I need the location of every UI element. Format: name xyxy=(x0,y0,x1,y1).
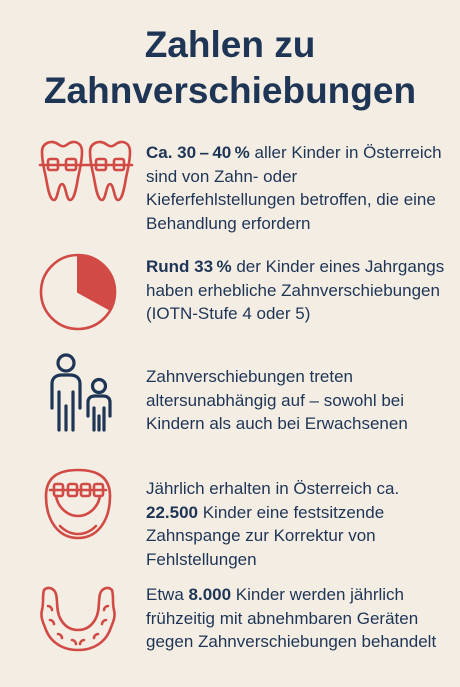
fact-text: Zahnverschiebungen treten altersunabhäng… xyxy=(146,365,446,436)
fact-body: der Kinder eines Jahrgangs haben erhebli… xyxy=(146,257,445,323)
fact-body: Kinder eine festsitzende Zahnspange zur … xyxy=(146,502,385,569)
fact-body: aller Kinder in Österreich sind von Zahn… xyxy=(146,143,442,233)
fact-text: Jährlich erhalten in Österreich ca. 22.5… xyxy=(146,477,446,571)
fact-text: Ca. 30 – 40 % aller Kinder in Österreich… xyxy=(146,141,446,235)
fact-highlight: Ca. 30 – 40 % xyxy=(146,143,250,162)
fact-body: Kinder werden jährlich frühzeitig mit ab… xyxy=(146,585,437,651)
title-line-2: Zahnverschiebungen xyxy=(43,70,417,111)
fixed-braces-icon xyxy=(36,466,136,546)
teeth-braces-icon xyxy=(36,138,136,208)
title-line-1: Zahlen zu xyxy=(144,24,316,65)
fact-pre: Etwa xyxy=(146,585,189,604)
pie-slice xyxy=(77,254,116,311)
fact-highlight: 8.000 xyxy=(188,585,232,604)
fact-body: Zahnverschiebungen treten altersunabhäng… xyxy=(146,367,408,433)
fact-text: Rund 33 % der Kinder eines Jahrgangs hab… xyxy=(146,255,446,326)
fact-highlight: 22.500 xyxy=(146,502,198,522)
fact-text: Etwa 8.000 Kinder werden jährlich frühze… xyxy=(146,583,446,654)
page-title: Zahlen zu Zahnverschiebungen xyxy=(0,22,460,114)
pie-chart-icon xyxy=(36,252,136,332)
fact-pre: Jährlich erhalten in Österreich ca. xyxy=(146,479,400,498)
fact-highlight: Rund 33 % xyxy=(146,257,232,276)
removable-retainer-icon xyxy=(36,580,136,660)
adult-child-icon xyxy=(36,352,136,432)
